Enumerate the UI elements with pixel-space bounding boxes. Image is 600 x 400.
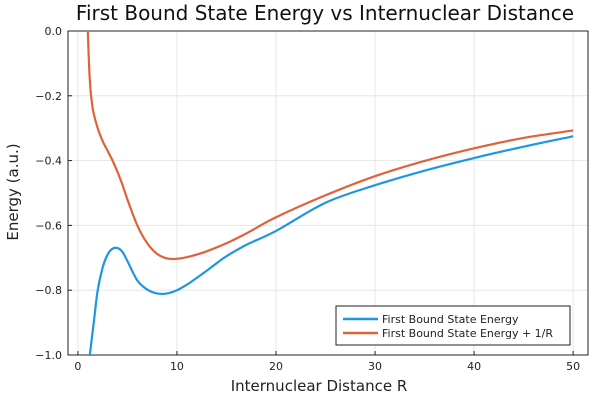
x-tick-label: 30 [368,360,382,373]
x-axis-label: Internuclear Distance R [231,377,408,395]
y-tick-label: 0.0 [45,25,63,38]
series-line-1 [88,135,574,355]
plot-frame [67,30,589,356]
y-tick-label: −0.2 [35,90,62,103]
y-tick-label: −0.6 [35,219,62,232]
legend-box [335,305,571,346]
ticks: 0 10 20 30 40 50 −1.0 −0.8 −0.6 −0.4 −0.2 0.0 [35,25,580,373]
x-tick-label: 50 [566,360,580,373]
y-tick-label: −0.4 [35,155,62,168]
legend-label-series-1: First Bound State Energy [382,313,519,326]
y-tick-label: −0.8 [35,284,62,297]
x-tick-label: 0 [74,360,81,373]
x-tick-label: 20 [269,360,283,373]
series-line-2 [86,31,574,261]
legend: First Bound State Energy First Bound Sta… [335,305,571,346]
y-tick-label: −1.0 [35,349,62,362]
legend-label-series-2: First Bound State Energy + 1/R [382,327,553,340]
x-tick-label: 40 [467,360,481,373]
chart-title: First Bound State Energy vs Internuclear… [76,1,574,25]
series-layer [86,31,574,355]
y-axis-label: Energy (a.u.) [4,143,22,240]
x-tick-label: 10 [170,360,184,373]
